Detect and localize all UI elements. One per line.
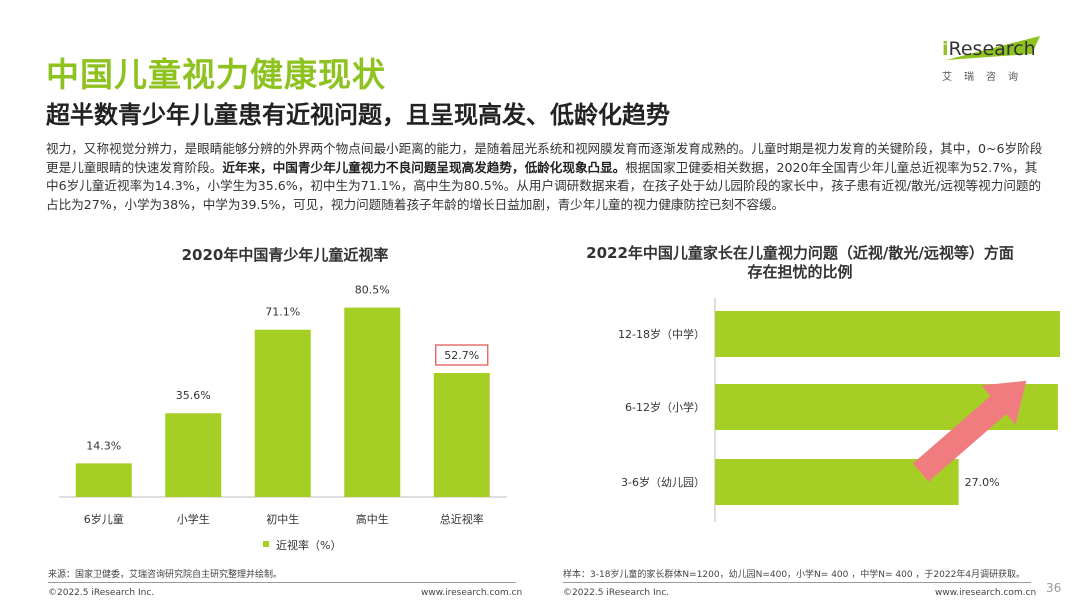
hbar-value-2: 27.0% — [965, 476, 1000, 489]
y-tick-label-0: 12-18岁（中学） — [618, 327, 705, 341]
left-copyright: ©2022.5 iResearch Inc. — [48, 588, 155, 598]
logo-wordmark: iResearch — [942, 38, 1036, 60]
right-chart-title: 2022年中国儿童家长在儿童视力问题（近视/散光/远视等）方面 存在担忧的比例 — [586, 244, 1014, 281]
hbar-0 — [715, 311, 1060, 357]
logo-swoosh-icon — [946, 36, 1040, 60]
left-source-note: 来源：国家卫健委，艾瑞咨询研究院自主研究整理并绘制。 — [48, 570, 283, 580]
intro-highlight: 近年来，中国青少年儿童视力不良问题呈现高发趋势，低龄化现象凸显。 — [222, 159, 626, 175]
x-tick-label-0: 6岁儿童 — [84, 512, 124, 526]
left-url[interactable]: www.iresearch.com.cn — [421, 588, 523, 598]
x-tick-label-3: 高中生 — [356, 512, 389, 526]
y-tick-label-2: 3-6岁（幼儿园） — [621, 475, 705, 489]
data-label-0: 14.3% — [86, 439, 121, 452]
page-subtitle: 超半数青少年儿童患有近视问题，且呈现高发、低龄化趋势 — [46, 101, 670, 129]
page-title: 中国儿童视力健康现状 — [46, 55, 386, 94]
left-bar-chart: 14.3% 6岁儿童 35.6% 小学生 71.1% 初中生 80.5% 高中生 52.7% 总近… — [59, 284, 507, 552]
data-label-2: 71.1% — [265, 306, 300, 319]
bar-3 — [344, 307, 401, 497]
data-label-1: 35.6% — [176, 389, 211, 402]
iresearch-logo: iResearch 艾瑞咨询 — [940, 36, 1040, 86]
trend-arrow-shape — [912, 380, 1027, 482]
highlight-box — [435, 344, 489, 366]
right-bar-chart: 39.5%12-18岁（中学）38.0%6-12岁（小学）27.0%3-6岁（幼… — [618, 298, 1060, 522]
bar-4 — [433, 373, 490, 497]
x-tick-label-4: 总近视率 — [440, 512, 484, 526]
logo-chinese: 艾瑞咨询 — [942, 72, 1030, 83]
bar-0 — [75, 463, 132, 497]
legend-swatch — [263, 541, 269, 547]
trend-arrow-icon — [912, 380, 1027, 482]
bar-1 — [165, 413, 222, 497]
right-footer-divider — [563, 582, 1031, 583]
intro-paragraph: 视力，又称视觉分辨力，是眼睛能够分辨的外界两个物点间最小距离的能力，是随着屈光系… — [46, 141, 1043, 212]
data-label-3: 80.5% — [355, 284, 390, 297]
data-label-4: 52.7% — [444, 349, 479, 362]
right-copyright: ©2022.5 iResearch Inc. — [563, 588, 670, 598]
x-tick-label-1: 小学生 — [177, 512, 210, 526]
right-sample-note: 样本：3-18岁儿童的家长群体N=1200，幼儿园N=400，小学N= 400 … — [563, 570, 1026, 580]
legend-label: 近视率（%） — [276, 538, 341, 552]
left-chart-title: 2020年中国青少年儿童近视率 — [181, 246, 389, 264]
page-number: 36 — [1046, 581, 1062, 595]
y-tick-label-1: 6-12岁（小学） — [625, 400, 705, 414]
x-tick-label-2: 初中生 — [266, 512, 299, 526]
right-url[interactable]: www.iresearch.com.cn — [935, 588, 1037, 598]
bar-2 — [254, 329, 311, 497]
left-footer-divider — [48, 582, 516, 583]
